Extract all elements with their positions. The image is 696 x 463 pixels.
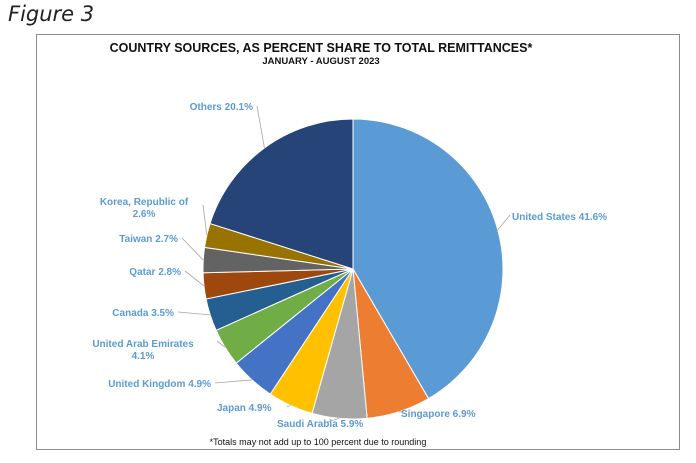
leader-line [214, 379, 253, 384]
slice-label: United Arab Emirates 4.1% [92, 339, 194, 362]
pie-slice [352, 118, 504, 400]
leader-line [497, 214, 511, 231]
leader-line [216, 340, 226, 348]
leader-line [202, 204, 208, 236]
pie-chart: United States 41.6% Singapore 6.9% Saudi A… [92, 102, 607, 430]
figure-caption: Figure 3 [8, 2, 95, 26]
chart-title: COUNTRY SOURCES, AS PERCENT SHARE TO TOT… [109, 41, 533, 55]
slice-label: Others 20.1% [190, 102, 253, 113]
slice-label: United States 41.6% [512, 212, 607, 223]
slice-label: Korea, Republic of 2.6% [100, 197, 189, 220]
slice-label: Canada 3.5% [112, 308, 174, 319]
leader-line [256, 105, 265, 148]
pie-slice [209, 118, 354, 270]
leader-line [181, 237, 204, 261]
slice-label: Qatar 2.8% [129, 267, 181, 278]
leader-line [177, 311, 211, 316]
leader-line [184, 270, 205, 287]
chart-frame: COUNTRY SOURCES, AS PERCENT SHARE TO TOT… [36, 34, 680, 450]
chart-footnote: *Totals may not add up to 100 percent du… [209, 437, 427, 447]
slice-label: United Kingdom 4.9% [108, 379, 211, 390]
slice-label: Saudi Arabia 5.9% [277, 419, 363, 430]
chart-subtitle: JANUARY - AUGUST 2023 [262, 56, 380, 67]
leader-line [326, 417, 340, 423]
slice-label: Singapore 6.9% [401, 409, 476, 420]
slice-label: Taiwan 2.7% [119, 234, 178, 245]
leader-line [286, 404, 291, 408]
slice-label: Japan 4.9% [217, 403, 272, 414]
